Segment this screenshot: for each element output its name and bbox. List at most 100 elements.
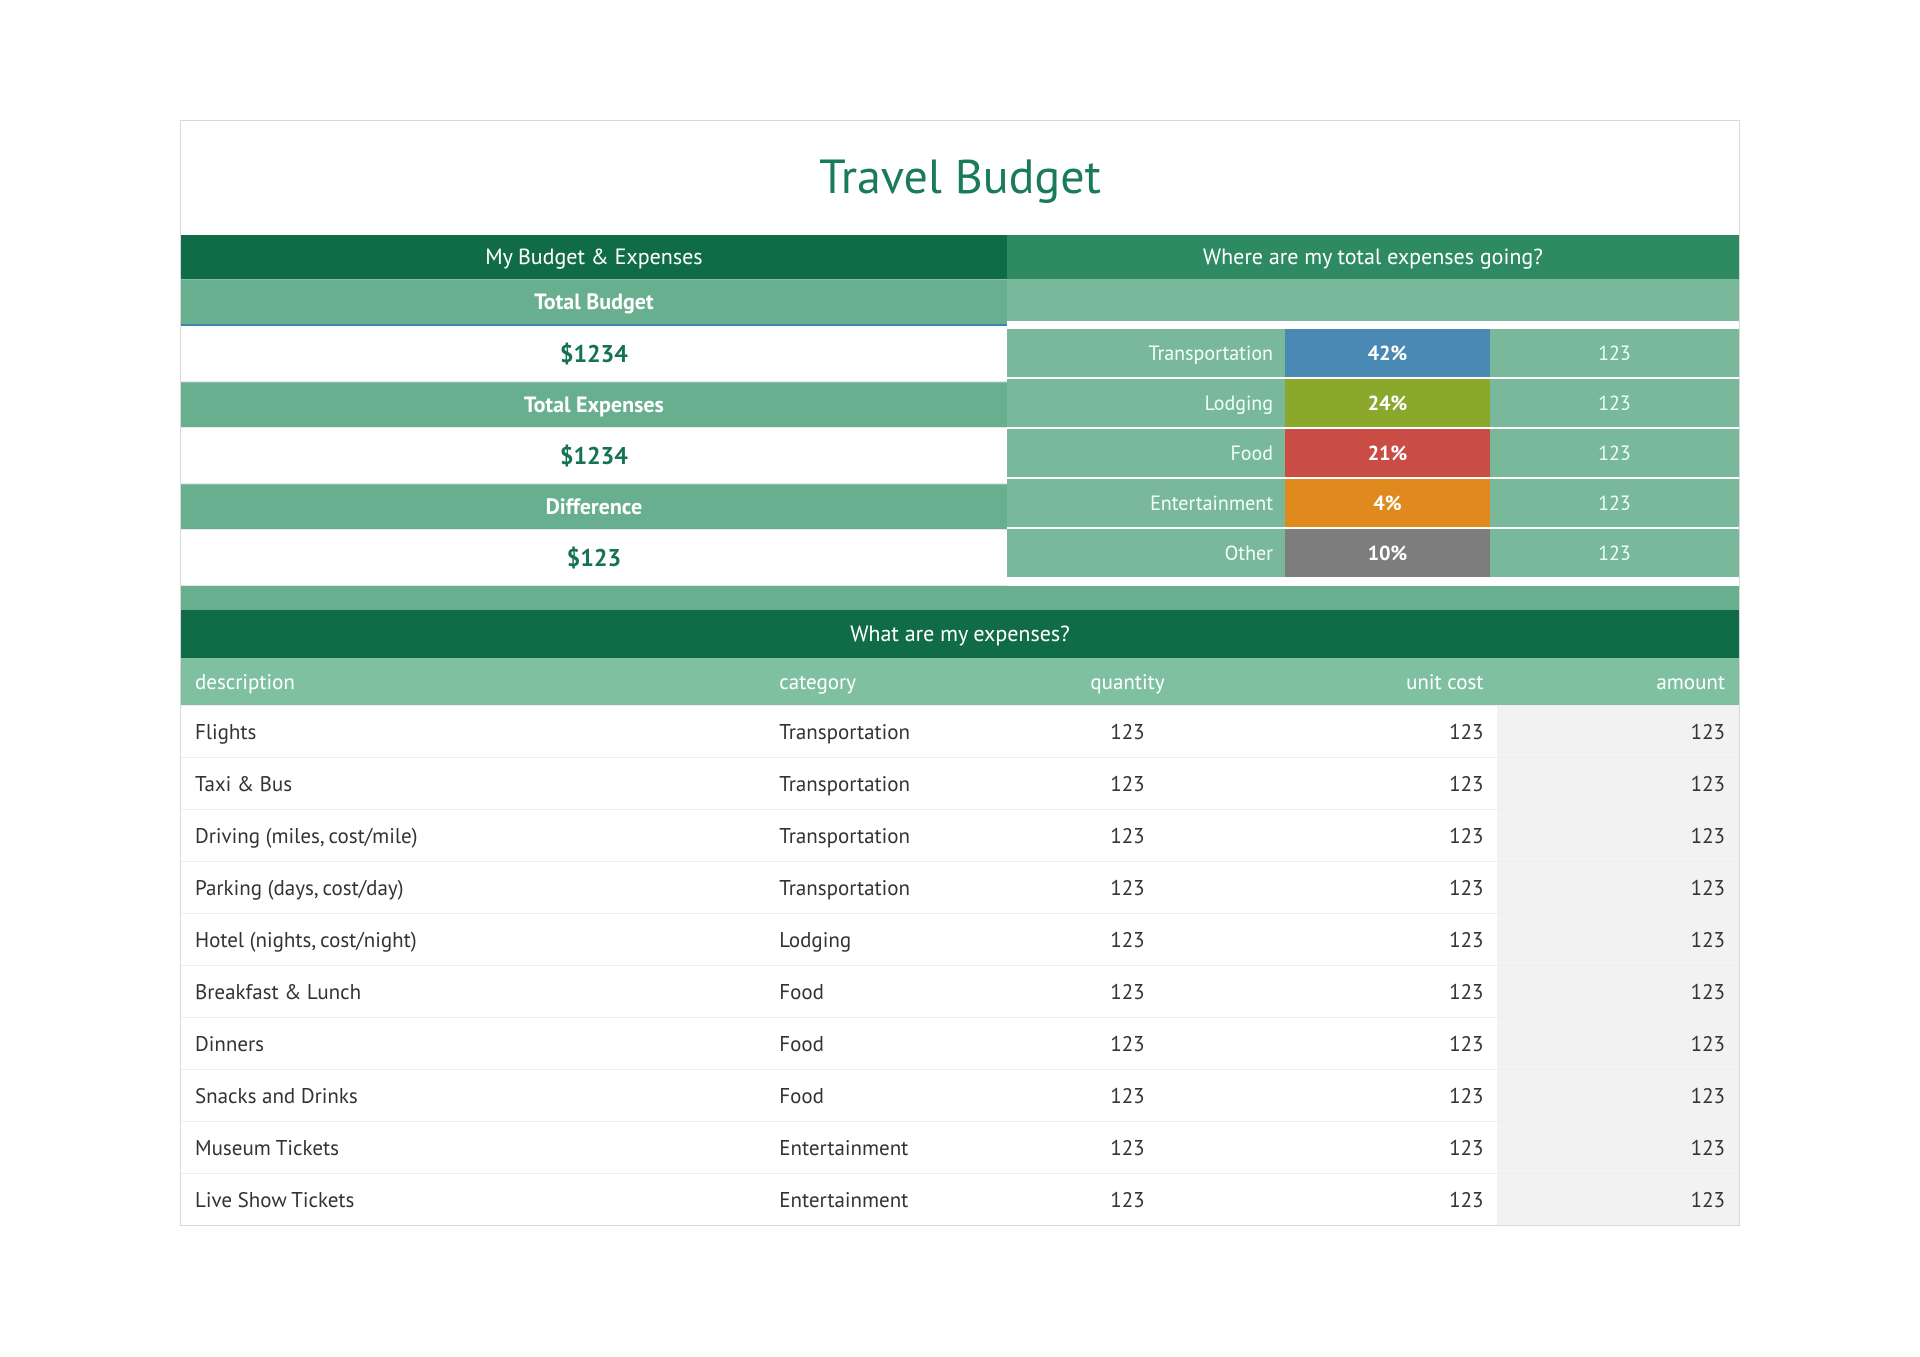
summary-value: 123 bbox=[1490, 529, 1739, 577]
table-row: Live Show TicketsEntertainment123123123 bbox=[181, 1174, 1739, 1226]
budget-left-panel: My Budget & Expenses Total Budget $1234 … bbox=[181, 235, 1007, 586]
cell-description: Parking (days, cost/day) bbox=[181, 862, 765, 914]
total-expenses-value: $1234 bbox=[181, 427, 1007, 484]
cell-category: Entertainment bbox=[765, 1174, 1006, 1226]
cell-description: Flights bbox=[181, 706, 765, 758]
summary-value: 123 bbox=[1490, 429, 1739, 477]
cell-quantity: 123 bbox=[1007, 1018, 1248, 1070]
cell-description: Hotel (nights, cost/night) bbox=[181, 914, 765, 966]
summary-percent: 10% bbox=[1285, 529, 1490, 577]
summary-label: Other bbox=[1007, 529, 1285, 577]
cell-amount: 123 bbox=[1497, 862, 1739, 914]
cell-quantity: 123 bbox=[1007, 706, 1248, 758]
summary-label: Transportation bbox=[1007, 329, 1285, 377]
cell-category: Food bbox=[765, 966, 1006, 1018]
table-row: Hotel (nights, cost/night)Lodging1231231… bbox=[181, 914, 1739, 966]
cell-amount: 123 bbox=[1497, 810, 1739, 862]
summary-percent: 21% bbox=[1285, 429, 1490, 477]
page-title: Travel Budget bbox=[181, 121, 1739, 235]
summary-label: Food bbox=[1007, 429, 1285, 477]
cell-amount: 123 bbox=[1497, 914, 1739, 966]
cell-category: Transportation bbox=[765, 862, 1006, 914]
table-row: Driving (miles, cost/mile)Transportation… bbox=[181, 810, 1739, 862]
expenses-table: description category quantity unit cost … bbox=[181, 658, 1739, 1225]
col-category: category bbox=[765, 658, 1006, 706]
cell-quantity: 123 bbox=[1007, 1174, 1248, 1226]
cell-description: Driving (miles, cost/mile) bbox=[181, 810, 765, 862]
cell-unit-cost: 123 bbox=[1248, 1122, 1497, 1174]
summary-grid: My Budget & Expenses Total Budget $1234 … bbox=[181, 235, 1739, 586]
cell-unit-cost: 123 bbox=[1248, 758, 1497, 810]
cell-description: Dinners bbox=[181, 1018, 765, 1070]
total-budget-value: $1234 bbox=[181, 324, 1007, 382]
cell-unit-cost: 123 bbox=[1248, 966, 1497, 1018]
cell-amount: 123 bbox=[1497, 1174, 1739, 1226]
cell-unit-cost: 123 bbox=[1248, 810, 1497, 862]
table-row: FlightsTransportation123123123 bbox=[181, 706, 1739, 758]
category-summary: Transportation42%123Lodging24%123Food21%… bbox=[1007, 279, 1739, 577]
cell-unit-cost: 123 bbox=[1248, 1018, 1497, 1070]
col-amount: amount bbox=[1497, 658, 1739, 706]
cell-unit-cost: 123 bbox=[1248, 914, 1497, 966]
cell-quantity: 123 bbox=[1007, 966, 1248, 1018]
cell-category: Food bbox=[765, 1018, 1006, 1070]
cell-unit-cost: 123 bbox=[1248, 1174, 1497, 1226]
right-header: Where are my total expenses going? bbox=[1007, 235, 1739, 279]
col-description: description bbox=[181, 658, 765, 706]
cell-description: Live Show Tickets bbox=[181, 1174, 765, 1226]
cell-amount: 123 bbox=[1497, 758, 1739, 810]
expenses-body: FlightsTransportation123123123Taxi & Bus… bbox=[181, 706, 1739, 1226]
expenses-header-row: description category quantity unit cost … bbox=[181, 658, 1739, 706]
difference-value: $123 bbox=[181, 529, 1007, 586]
cell-amount: 123 bbox=[1497, 1070, 1739, 1122]
cell-quantity: 123 bbox=[1007, 1070, 1248, 1122]
total-budget-label: Total Budget bbox=[181, 279, 1007, 324]
summary-percent: 24% bbox=[1285, 379, 1490, 427]
cell-category: Transportation bbox=[765, 810, 1006, 862]
expenses-header: What are my expenses? bbox=[181, 610, 1739, 658]
cell-quantity: 123 bbox=[1007, 862, 1248, 914]
cell-amount: 123 bbox=[1497, 1122, 1739, 1174]
summary-value: 123 bbox=[1490, 329, 1739, 377]
budget-sheet: Travel Budget My Budget & Expenses Total… bbox=[180, 120, 1740, 1226]
table-row: Museum TicketsEntertainment123123123 bbox=[181, 1122, 1739, 1174]
table-row: Parking (days, cost/day)Transportation12… bbox=[181, 862, 1739, 914]
summary-value: 123 bbox=[1490, 479, 1739, 527]
cell-amount: 123 bbox=[1497, 1018, 1739, 1070]
budget-right-panel: Where are my total expenses going? Trans… bbox=[1007, 235, 1739, 586]
cell-unit-cost: 123 bbox=[1248, 1070, 1497, 1122]
cell-unit-cost: 123 bbox=[1248, 862, 1497, 914]
cell-category: Entertainment bbox=[765, 1122, 1006, 1174]
table-row: Snacks and DrinksFood123123123 bbox=[181, 1070, 1739, 1122]
cell-amount: 123 bbox=[1497, 966, 1739, 1018]
summary-label: Entertainment bbox=[1007, 479, 1285, 527]
cell-category: Transportation bbox=[765, 758, 1006, 810]
cell-unit-cost: 123 bbox=[1248, 706, 1497, 758]
summary-blank-row bbox=[1007, 279, 1739, 321]
cell-quantity: 123 bbox=[1007, 1122, 1248, 1174]
cell-amount: 123 bbox=[1497, 706, 1739, 758]
cell-description: Snacks and Drinks bbox=[181, 1070, 765, 1122]
cell-description: Museum Tickets bbox=[181, 1122, 765, 1174]
cell-description: Breakfast & Lunch bbox=[181, 966, 765, 1018]
table-row: Breakfast & LunchFood123123123 bbox=[181, 966, 1739, 1018]
cell-description: Taxi & Bus bbox=[181, 758, 765, 810]
cell-category: Food bbox=[765, 1070, 1006, 1122]
summary-value: 123 bbox=[1490, 379, 1739, 427]
cell-category: Lodging bbox=[765, 914, 1006, 966]
spacer-row bbox=[181, 586, 1739, 610]
cell-quantity: 123 bbox=[1007, 914, 1248, 966]
table-row: Taxi & BusTransportation123123123 bbox=[181, 758, 1739, 810]
cell-quantity: 123 bbox=[1007, 810, 1248, 862]
cell-quantity: 123 bbox=[1007, 758, 1248, 810]
total-expenses-label: Total Expenses bbox=[181, 382, 1007, 427]
cell-category: Transportation bbox=[765, 706, 1006, 758]
col-unit-cost: unit cost bbox=[1248, 658, 1497, 706]
summary-percent: 42% bbox=[1285, 329, 1490, 377]
summary-percent: 4% bbox=[1285, 479, 1490, 527]
difference-label: Difference bbox=[181, 484, 1007, 529]
left-header: My Budget & Expenses bbox=[181, 235, 1007, 279]
summary-label: Lodging bbox=[1007, 379, 1285, 427]
table-row: DinnersFood123123123 bbox=[181, 1018, 1739, 1070]
col-quantity: quantity bbox=[1007, 658, 1248, 706]
